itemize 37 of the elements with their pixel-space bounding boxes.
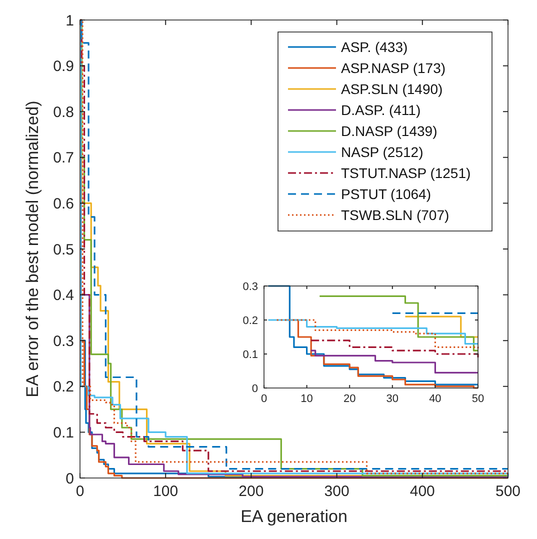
legend-label: D.ASP. (411) xyxy=(341,102,421,118)
x-tick-label: 500 xyxy=(495,483,521,500)
y-tick-label: 0.9 xyxy=(53,58,74,76)
y-tick-label: 0.8 xyxy=(53,104,74,121)
legend-label: ASP.SLN (1490) xyxy=(341,80,443,97)
y-axis-title: EA error of the best model (normalized) xyxy=(23,100,42,398)
x-tick-label: 50 xyxy=(472,393,484,405)
x-tick-label: 0 xyxy=(260,393,268,405)
x-tick-label: 30 xyxy=(386,393,399,405)
y-tick-label: 0.3 xyxy=(53,332,74,350)
legend-label: PSTUT (1064) xyxy=(341,186,431,202)
x-tick-label: 20 xyxy=(343,393,356,405)
legend-label: TSTUT.NASP (1251) xyxy=(341,164,471,181)
y-tick-label: 1 xyxy=(66,12,74,30)
legend-label: ASP. (433) xyxy=(341,38,408,55)
legend-label: ASP.NASP (173) xyxy=(341,60,446,76)
x-tick-label: 100 xyxy=(153,483,178,500)
y-tick-label: 0.1 xyxy=(242,348,258,361)
y-tick-label: 0 xyxy=(252,382,258,395)
y-tick-label: 0.1 xyxy=(53,424,74,442)
x-axis-title: EA generation xyxy=(240,507,348,526)
x-tick-label: 200 xyxy=(238,483,264,500)
y-tick-label: 0.5 xyxy=(53,241,74,258)
legend-label: TSWB.SLN (707) xyxy=(341,206,450,223)
legend-label: D.NASP (1439) xyxy=(341,122,438,139)
y-tick-label: 0.2 xyxy=(242,314,258,327)
y-tick-label: 0 xyxy=(66,470,74,488)
legend-label: NASP (2512) xyxy=(341,144,424,160)
y-tick-label: 0.7 xyxy=(53,150,74,167)
y-tick-label: 0.3 xyxy=(242,280,258,293)
y-tick-label: 0.4 xyxy=(53,287,74,304)
x-tick-label: 40 xyxy=(429,393,442,405)
x-tick-label: 10 xyxy=(300,393,313,405)
y-tick-label: 0.6 xyxy=(53,195,74,212)
x-tick-label: 300 xyxy=(324,483,350,500)
y-tick-label: 0.2 xyxy=(53,378,74,396)
x-tick-label: 400 xyxy=(410,483,435,500)
